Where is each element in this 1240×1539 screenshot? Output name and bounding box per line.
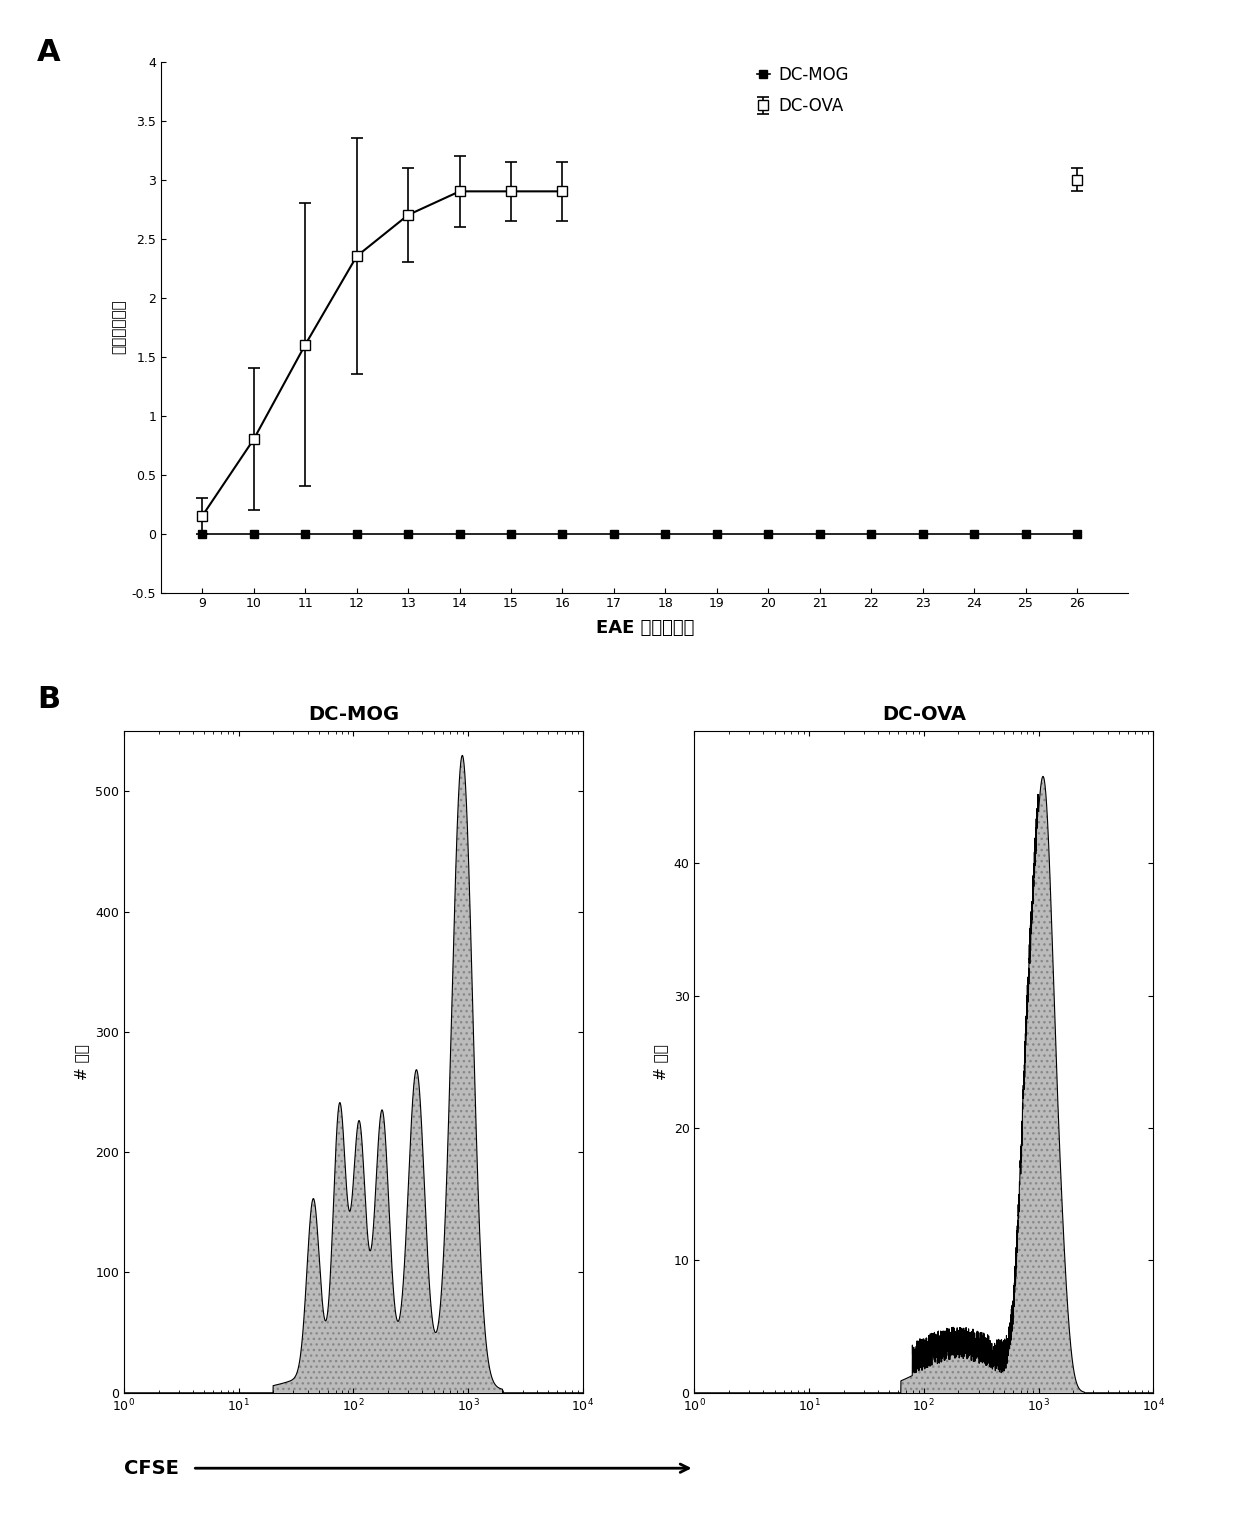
DC-MOG [556,525,570,543]
X-axis label: EAE 诱导后天数: EAE 诱导后天数 [595,619,694,637]
DC-MOG [298,525,312,543]
DC-MOG [915,525,930,543]
DC-MOG [453,525,467,543]
DC-MOG [606,525,621,543]
DC-MOG [1018,525,1033,543]
DC-MOG [658,525,673,543]
DC-MOG [350,525,365,543]
Y-axis label: # 细胞: # 细胞 [653,1043,668,1080]
Text: B: B [37,685,61,714]
Y-axis label: 平均临床评分: 平均临床评分 [112,300,126,354]
DC-MOG [967,525,982,543]
Title: DC-OVA: DC-OVA [882,705,966,723]
DC-MOG [864,525,879,543]
DC-MOG [709,525,724,543]
Line: DC-MOG: DC-MOG [198,529,1081,537]
DC-MOG [503,525,518,543]
DC-MOG [1070,525,1085,543]
Legend: DC-MOG, DC-OVA: DC-MOG, DC-OVA [750,60,856,122]
Text: CFSE: CFSE [124,1459,179,1477]
DC-MOG [247,525,262,543]
DC-MOG [761,525,776,543]
Title: DC-MOG: DC-MOG [308,705,399,723]
DC-MOG [401,525,415,543]
Text: A: A [37,38,61,68]
DC-MOG [195,525,210,543]
DC-MOG [812,525,827,543]
Y-axis label: # 细胞: # 细胞 [74,1043,89,1080]
